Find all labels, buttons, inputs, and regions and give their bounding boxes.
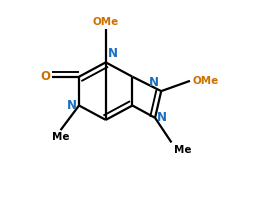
Text: N: N: [149, 76, 159, 89]
Text: N: N: [108, 47, 118, 60]
Text: OMe: OMe: [192, 76, 218, 86]
Text: Me: Me: [174, 145, 191, 154]
Text: Me: Me: [52, 132, 69, 142]
Text: N: N: [157, 111, 167, 124]
Text: N: N: [67, 99, 77, 112]
Text: OMe: OMe: [93, 18, 119, 27]
Text: O: O: [40, 70, 50, 83]
